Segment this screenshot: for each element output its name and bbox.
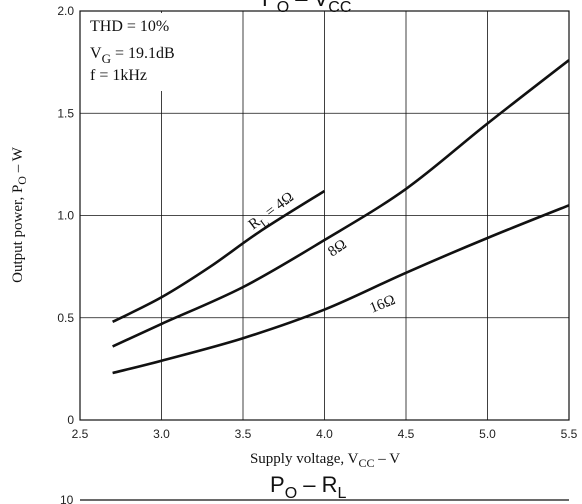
thd-label: THD = 10% xyxy=(90,18,169,35)
curves xyxy=(112,59,570,375)
vg-label: VG = 19.1dB xyxy=(90,45,175,66)
y-tick-label: 2.0 xyxy=(57,4,74,18)
x-tick-label: 5.5 xyxy=(561,427,578,441)
x-tick-label: 4.0 xyxy=(316,427,333,441)
y-tick-label: 1.5 xyxy=(57,106,74,120)
curve-label-16ohm: 16Ω xyxy=(368,292,398,317)
chart2-y-tick-label: 10 xyxy=(60,493,74,504)
y-tick-label: 1.0 xyxy=(57,209,74,223)
grid-lines xyxy=(80,11,569,420)
x-tick-labels: 2.5 3.0 3.5 4.0 4.5 5.0 5.5 xyxy=(72,427,578,441)
x-tick-label: 3.5 xyxy=(235,427,252,441)
curve-8ohm xyxy=(112,59,570,348)
x-tick-label: 4.5 xyxy=(398,427,415,441)
curve-16ohm xyxy=(112,204,570,375)
y-tick-labels: 0 0.5 1.0 1.5 2.0 xyxy=(57,4,74,427)
y-axis-label: Output power, PO – W xyxy=(10,146,29,283)
y-tick-label: 0.5 xyxy=(57,311,74,325)
y-tick-label: 0 xyxy=(67,413,74,427)
chart2-title: PO – RL xyxy=(270,472,347,502)
x-axis-label: Supply voltage, VCC – V xyxy=(250,451,400,470)
curve-label-8ohm: 8Ω xyxy=(325,237,349,261)
x-tick-label: 3.0 xyxy=(153,427,170,441)
conditions-box-background xyxy=(82,13,212,91)
curve-4ohm xyxy=(112,189,326,323)
plot-frame xyxy=(79,10,570,421)
conditions-box: THD = 10% VG = 19.1dB f = 1kHz xyxy=(82,13,212,91)
chart-title: PO – VCC xyxy=(262,0,351,16)
x-tick-label: 5.0 xyxy=(479,427,496,441)
x-tick-label: 2.5 xyxy=(72,427,89,441)
freq-label: f = 1kHz xyxy=(90,67,147,84)
